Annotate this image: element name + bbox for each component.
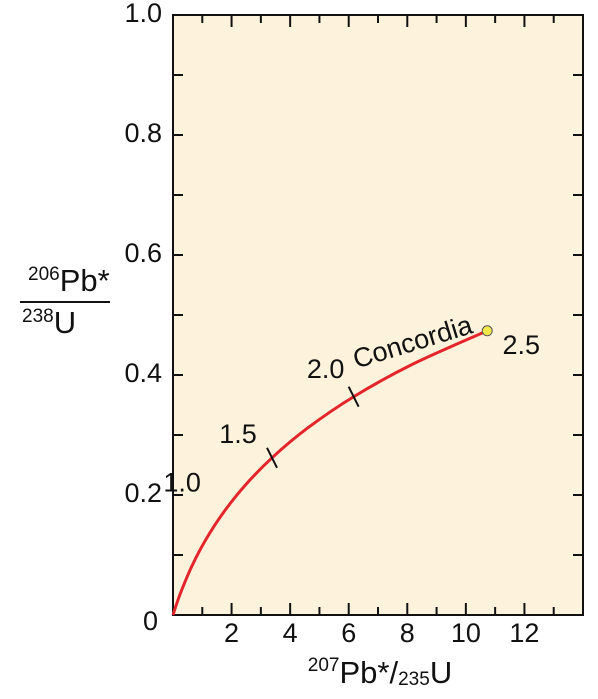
age-label: 2.5 (502, 330, 540, 360)
age-tick (347, 386, 360, 408)
age-label: 1.0 (163, 467, 201, 497)
x-tick-label: 12 (509, 618, 539, 648)
text: Pb* (60, 263, 110, 298)
age-dot (481, 325, 493, 337)
y-tick-label: 1.0 (124, 0, 162, 28)
text: Pb* (340, 655, 390, 690)
x-label: 207Pb*/235U (308, 655, 452, 690)
age-label: 2.0 (307, 354, 345, 384)
plot-area (172, 14, 584, 616)
x-tick-label: 8 (400, 618, 415, 648)
curve (171, 329, 488, 616)
y-tick-label: 0 (143, 606, 158, 636)
sup: 238 (22, 306, 54, 327)
age-label: 1.5 (219, 419, 257, 449)
text: U (54, 305, 76, 340)
x-tick-label: 10 (451, 618, 481, 648)
y-label-numerator: 206Pb* (28, 263, 110, 298)
x-tick-label: 6 (341, 618, 356, 648)
y-label-denominator: 238U (22, 305, 76, 340)
x-tick-label: 4 (283, 618, 298, 648)
y-tick-label: 0.4 (124, 358, 162, 388)
sup: 206 (28, 264, 60, 285)
x-tick-label: 2 (224, 618, 239, 648)
y-tick-label: 0.2 (124, 478, 162, 508)
y-tick-label: 0.6 (124, 238, 162, 268)
age-tick (266, 447, 278, 469)
sup: 207 (308, 655, 340, 676)
text: U (430, 655, 452, 690)
sub: 235 (398, 669, 430, 690)
y-tick-label: 0.8 (124, 118, 162, 148)
text: / (389, 655, 398, 690)
